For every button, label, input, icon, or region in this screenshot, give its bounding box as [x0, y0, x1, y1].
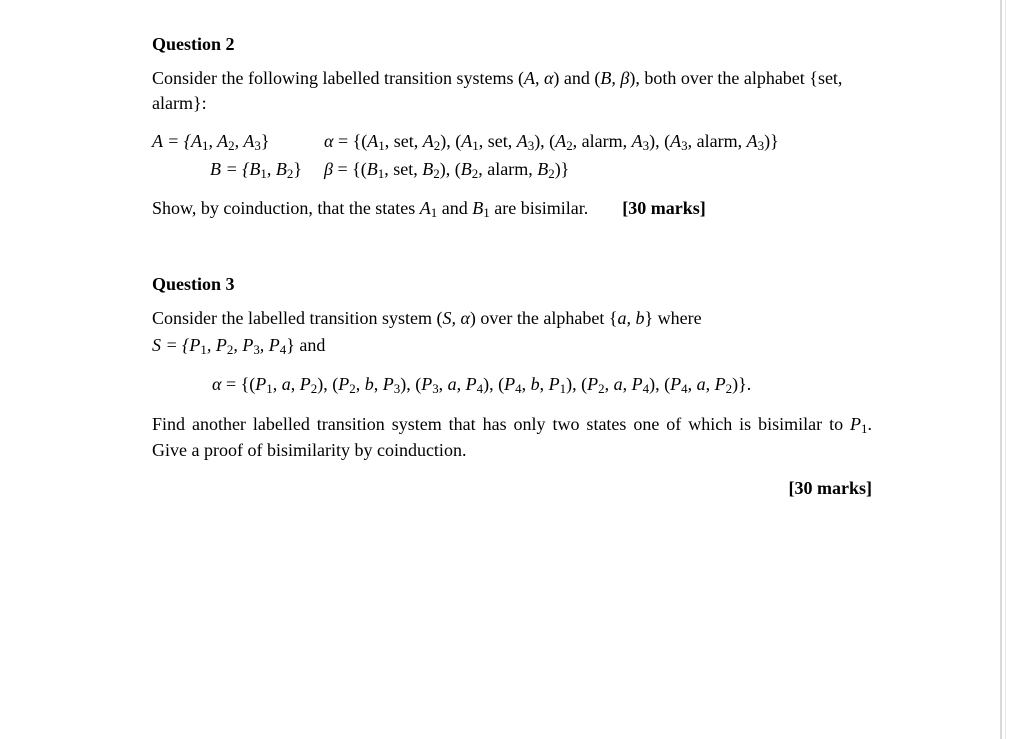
t: ) over the alphabet { — [470, 308, 618, 328]
t: } where — [644, 308, 701, 328]
document-page: Question 2 Consider the following labell… — [0, 0, 1024, 739]
sys1: A, α — [524, 68, 553, 88]
eq-alpha: α = {(A1, set, A2), (A1, set, A3), (A2, … — [324, 129, 779, 155]
t: S = {P — [152, 335, 200, 355]
t: A = {A — [152, 131, 202, 151]
t: are bisimilar. — [490, 198, 588, 218]
sys: S, α — [442, 308, 469, 328]
eq-B-states: B = {B1, B2} — [152, 157, 302, 183]
P1: P — [850, 414, 861, 434]
t: , A — [209, 131, 229, 151]
text: Consider the following labelled transiti… — [152, 68, 524, 88]
q2-title: Question 2 — [152, 32, 872, 56]
q3-intro: Consider the labelled transition system … — [152, 306, 872, 330]
t: Consider the labelled transition system … — [152, 308, 442, 328]
text: ) and ( — [553, 68, 600, 88]
eq-beta: β = {(B1, set, B2), (B2, alarm, B2)} — [324, 157, 569, 183]
t: , B — [267, 159, 287, 179]
q2-show-line: Show, by coinduction, that the states A1… — [152, 196, 872, 222]
t: } and — [286, 335, 325, 355]
q2-intro: Consider the following labelled transiti… — [152, 66, 872, 115]
sys2: B, β — [600, 68, 629, 88]
B1: B — [472, 198, 483, 218]
eq-row-B: B = {B1, B2} β = {(B1, set, B2), (B2, al… — [152, 157, 872, 183]
page-right-edge-shadow — [1005, 0, 1006, 739]
A1: A — [420, 198, 431, 218]
q2-marks: [30 marks] — [622, 196, 706, 222]
t: } — [261, 131, 270, 151]
t: , A — [235, 131, 255, 151]
eq-row-A: A = {A1, A2, A3} α = {(A1, set, A2), (A1… — [152, 129, 872, 155]
q2-equations: A = {A1, A2, A3} α = {(A1, set, A2), (A1… — [152, 129, 872, 182]
ab: a, b — [617, 308, 644, 328]
q3-S-line: S = {P1, P2, P3, P4} and — [152, 333, 872, 359]
q3-alpha: α = {(P1, a, P2), (P2, b, P3), (P3, a, P… — [212, 372, 872, 398]
q3-marks: [30 marks] — [152, 476, 872, 500]
t: and — [437, 198, 472, 218]
q3-task: Find another labelled transition system … — [152, 412, 872, 462]
q2-show-text: Show, by coinduction, that the states A1… — [152, 196, 588, 222]
t: } — [293, 159, 302, 179]
page-right-edge — [1000, 0, 1002, 739]
t: Find another labelled transition system … — [152, 414, 850, 434]
eq-A-states: A = {A1, A2, A3} — [152, 129, 302, 155]
page-content: Question 2 Consider the following labell… — [152, 32, 872, 500]
t: B = {B — [210, 159, 260, 179]
t: Show, by coinduction, that the states — [152, 198, 420, 218]
q3-title: Question 3 — [152, 272, 872, 296]
